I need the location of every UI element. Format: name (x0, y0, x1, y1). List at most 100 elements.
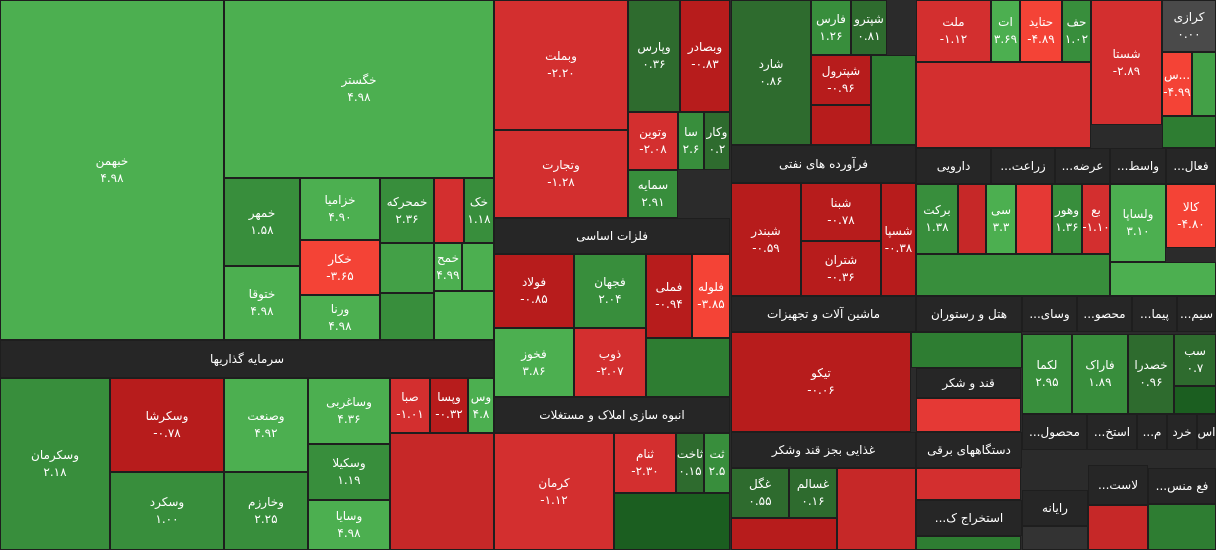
stock-tile: ورنا ۴.۹۸ (300, 295, 380, 340)
stock-name: تیکو (811, 366, 831, 380)
stock-name: خکار (328, 251, 352, 266)
stock-change: -۰.۷۸ (153, 426, 181, 440)
stock-change: -۰.۷۸ (827, 213, 855, 227)
stock-change: -۲.۸۹ (1112, 63, 1141, 78)
stock-name: وهور (1054, 203, 1080, 217)
stock-tile: فارس ۱.۲۶ (811, 0, 851, 55)
stock-change: ۱.۳۶ (1055, 220, 1079, 234)
stock-name: ملت (942, 15, 965, 29)
sector-label: فعال... (1166, 148, 1216, 184)
stock-change: -۰.۹۶ (827, 81, 855, 95)
stock-tile: کالا -۴.۸۰ (1166, 184, 1216, 248)
stock-tile: غگل ۰.۵۵ (731, 468, 789, 518)
sector-label: فلزات اساسی (494, 218, 730, 254)
sector-label: استخ... (1087, 414, 1137, 450)
sector-label: رایانه (1022, 490, 1088, 526)
sector-label: دارویی (916, 148, 991, 184)
filler-tile (837, 468, 916, 550)
stock-name: خمح (436, 251, 460, 265)
stock-tile: وسکیلا ۱.۱۹ (308, 444, 390, 500)
stock-tile: سی ۳.۳ (986, 184, 1016, 254)
stock-tile: صبا -۱.۰۱ (390, 378, 430, 433)
stock-change: -۰.۳۶ (827, 269, 855, 284)
stock-change: ۲.۹۵ (1035, 375, 1059, 389)
sector-label: پیما... (1132, 296, 1177, 332)
stock-name: ورنا (330, 301, 350, 316)
stock-change: ۰.۱۵ (678, 464, 702, 478)
stock-tile: وپارس ۰.۳۶ (628, 0, 680, 112)
filler-tile (811, 105, 871, 145)
stock-tile: وکار ۰.۲ (704, 112, 730, 170)
stock-name: بع (1091, 203, 1101, 217)
stock-tile: س... -۴.۹۹ (1162, 52, 1192, 116)
stock-name: وساغربی (326, 395, 372, 409)
stock-change: ۳.۳ (992, 220, 1010, 234)
stock-change: ۰.۱۶ (801, 494, 825, 508)
stock-name: غسالم (796, 477, 830, 491)
stock-name: سا (684, 125, 698, 139)
stock-tile: ثنام -۲.۳۰ (614, 433, 676, 493)
stock-name: ثنام (635, 447, 655, 461)
stock-change: ۱.۰۰ (155, 512, 179, 526)
stock-name: وبصادر (687, 40, 723, 54)
stock-tile: فولاد -۰.۸۵ (494, 254, 574, 328)
stock-tile: تیکو -۰.۰۶ (731, 332, 911, 432)
stock-name: وسکیلا (332, 456, 366, 470)
filler-tile (1162, 116, 1216, 148)
stock-change: ۱.۳۸ (925, 220, 949, 234)
sector-label: استخراج ک... (916, 500, 1022, 536)
sector-label: اس (1197, 414, 1216, 450)
stock-change: -۰.۳۸ (884, 240, 913, 255)
filler-tile (916, 536, 1021, 550)
filler-tile (380, 293, 434, 340)
stock-change: ۴.۸ (472, 406, 490, 421)
sector-label: محصو... (1077, 296, 1132, 332)
stock-name: شبندر (751, 223, 781, 238)
stock-name: وسکرمان (31, 448, 79, 462)
filler-tile (911, 332, 1022, 368)
stock-change: ۴.۹۹ (436, 268, 460, 282)
stock-change: ۰.۸۶ (759, 73, 783, 88)
stock-tile: شبندر -۰.۵۹ (731, 183, 801, 296)
filler-tile (916, 398, 1021, 432)
filler-tile (462, 243, 494, 291)
stock-change: ۱.۱۹ (337, 473, 361, 487)
stock-tile: فجهان ۲.۰۴ (574, 254, 646, 328)
stock-change: -۲.۰۸ (639, 142, 667, 156)
stock-name: خگستر (341, 73, 377, 87)
stock-name: کالا (1182, 200, 1200, 214)
stock-tile: وبصادر -۰.۸۳ (680, 0, 730, 112)
stock-name: صبا (401, 389, 419, 404)
sector-label: لاست... (1088, 465, 1148, 505)
stock-name: ذوب (598, 346, 622, 361)
stock-name: برکت (923, 203, 951, 217)
stock-tile: وسایا ۴.۹۸ (308, 500, 390, 550)
stock-tile: کرازی ۰.۰۰ (1162, 0, 1216, 52)
stock-tile: ثت ۲.۵ (704, 433, 730, 493)
stock-tile: ذوب -۲.۰۷ (574, 328, 646, 397)
sector-label: عرضه... (1055, 148, 1110, 184)
stock-change: -۱.۱۰ (1082, 220, 1110, 234)
filler-tile (614, 493, 730, 550)
stock-tile: خمح ۴.۹۹ (434, 243, 462, 291)
stock-name: حتاید (1028, 15, 1054, 29)
stock-change: ۴.۹۸ (100, 171, 124, 185)
stock-tile: وسکرد ۱.۰۰ (110, 472, 224, 550)
filler-tile (1016, 184, 1052, 254)
stock-name: خبهمن (95, 154, 129, 168)
stock-change: -۱.۱۲ (540, 492, 568, 507)
sector-label: ماشین آلات و تجهیزات (731, 296, 916, 332)
stock-change: ۲.۱۸ (43, 465, 67, 479)
stock-change: -۰.۰۶ (807, 383, 835, 397)
stock-tile: فاراک ۱.۸۹ (1072, 334, 1128, 414)
filler-tile (1192, 52, 1216, 116)
stock-tile: خمهر ۱.۵۸ (224, 178, 300, 266)
stock-tile: خک ۱.۱۸ (464, 178, 494, 243)
stock-tile: شسپا -۰.۳۸ (881, 183, 916, 296)
sector-label: فع منس... (1148, 468, 1216, 504)
stock-change: -۲.۲۰ (547, 66, 575, 80)
stock-name: فلوله (698, 280, 724, 294)
stock-tile: شپترول -۰.۹۶ (811, 55, 871, 105)
stock-change: ۳.۶۹ (993, 32, 1018, 46)
stock-change: ۴.۹۸ (337, 526, 361, 540)
